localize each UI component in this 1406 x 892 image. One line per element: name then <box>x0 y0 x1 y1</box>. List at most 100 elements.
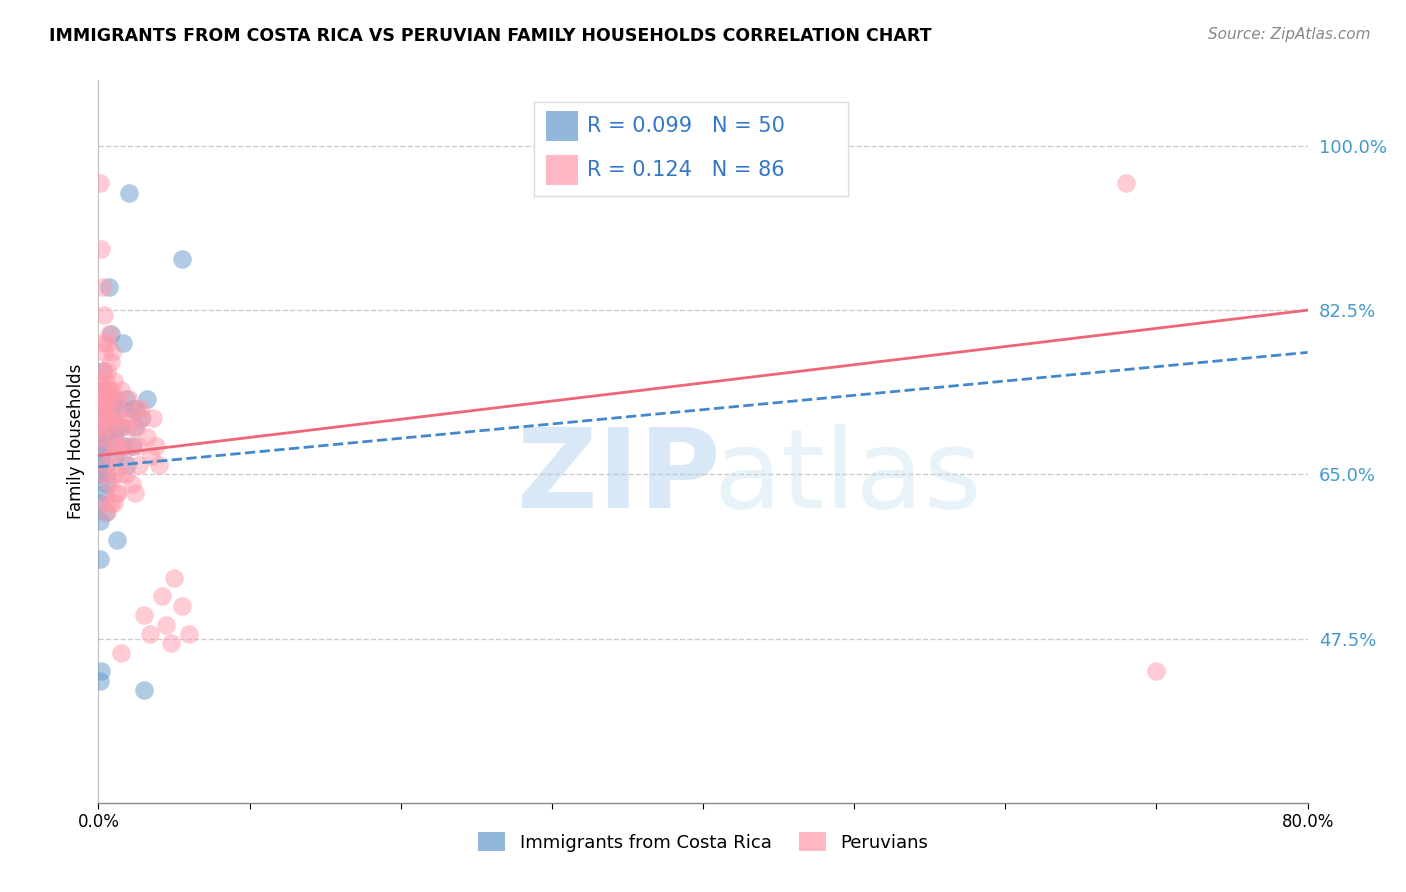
Point <box>118 392 141 407</box>
Point <box>91 364 114 378</box>
Point <box>1144 665 1167 679</box>
Point <box>179 627 201 641</box>
Point <box>94 392 117 407</box>
Point <box>90 458 112 472</box>
Point <box>105 486 128 500</box>
Point <box>124 420 146 434</box>
Point <box>93 486 115 500</box>
Point <box>105 486 128 500</box>
Point <box>129 401 152 416</box>
Point <box>90 411 112 425</box>
Point <box>96 411 118 425</box>
Point <box>96 392 118 407</box>
Point <box>101 392 124 407</box>
Point <box>90 665 112 679</box>
Point <box>91 392 114 407</box>
Point <box>98 326 121 341</box>
Point <box>100 326 122 341</box>
Point <box>96 364 118 378</box>
Point <box>110 420 132 434</box>
Point <box>91 279 114 293</box>
Point <box>93 308 115 322</box>
Point <box>118 186 141 200</box>
Point <box>155 617 177 632</box>
Point <box>135 392 157 407</box>
Text: ZIP: ZIP <box>516 425 720 531</box>
Point <box>141 449 163 463</box>
Point <box>129 411 152 425</box>
Point <box>104 467 127 482</box>
Point <box>89 495 111 509</box>
Point <box>98 279 121 293</box>
Point <box>108 467 131 482</box>
Point <box>93 383 115 397</box>
Point <box>1115 177 1137 191</box>
Point <box>94 458 117 472</box>
Point <box>90 401 112 416</box>
Point <box>135 430 157 444</box>
Point <box>93 383 115 397</box>
Point <box>89 420 111 434</box>
Point <box>100 383 122 397</box>
Point <box>128 458 150 472</box>
Point <box>91 383 114 397</box>
Point <box>91 401 114 416</box>
Point <box>104 439 127 453</box>
Point <box>111 449 134 463</box>
Point <box>93 467 115 482</box>
Point <box>93 420 115 434</box>
Point <box>121 476 143 491</box>
Point <box>110 420 132 434</box>
Point <box>103 430 125 444</box>
Point <box>100 411 122 425</box>
Point <box>150 590 173 604</box>
Point <box>115 411 138 425</box>
Point <box>94 411 117 425</box>
Legend: Immigrants from Costa Rica, Peruvians: Immigrants from Costa Rica, Peruvians <box>471 825 935 859</box>
Point <box>96 401 118 416</box>
Point <box>91 364 114 378</box>
Point <box>96 430 118 444</box>
Point <box>132 608 155 623</box>
Point <box>107 420 129 434</box>
Point <box>91 392 114 407</box>
Point <box>90 383 112 397</box>
Point <box>90 449 112 463</box>
Point <box>89 392 111 407</box>
Point <box>107 439 129 453</box>
Point <box>125 420 148 434</box>
Point <box>121 439 143 453</box>
Point <box>110 383 132 397</box>
Point <box>105 392 128 407</box>
Point <box>103 430 125 444</box>
Point <box>94 495 117 509</box>
Point <box>90 401 112 416</box>
Point <box>111 336 134 351</box>
Point <box>89 551 111 566</box>
Text: atlas: atlas <box>714 425 983 531</box>
Y-axis label: Family Households: Family Households <box>66 364 84 519</box>
Point <box>104 449 127 463</box>
Point <box>89 177 111 191</box>
Point <box>170 599 193 613</box>
Point <box>93 401 115 416</box>
Point <box>98 401 121 416</box>
Point <box>112 439 135 453</box>
Point <box>94 374 117 388</box>
Point <box>132 683 155 698</box>
Point <box>125 401 148 416</box>
Point <box>125 401 148 416</box>
Point <box>90 420 112 434</box>
Point <box>112 439 135 453</box>
Point <box>98 476 121 491</box>
Point <box>94 505 117 519</box>
Point <box>89 514 111 528</box>
Point <box>89 673 111 688</box>
Point <box>91 439 114 453</box>
Point <box>93 345 115 359</box>
Point <box>101 345 124 359</box>
Point <box>142 411 165 425</box>
Point <box>89 374 111 388</box>
Point <box>101 449 124 463</box>
Point <box>127 439 149 453</box>
